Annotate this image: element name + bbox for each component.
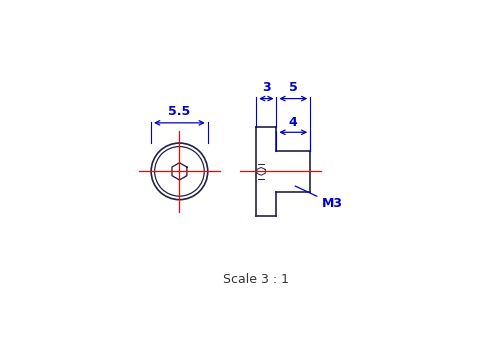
Text: M3: M3 bbox=[295, 186, 344, 210]
Text: 3: 3 bbox=[262, 81, 270, 94]
Text: 5.5: 5.5 bbox=[168, 105, 190, 118]
Text: 5: 5 bbox=[289, 81, 298, 94]
Text: 4: 4 bbox=[289, 116, 298, 128]
Text: Scale 3 : 1: Scale 3 : 1 bbox=[223, 273, 289, 286]
